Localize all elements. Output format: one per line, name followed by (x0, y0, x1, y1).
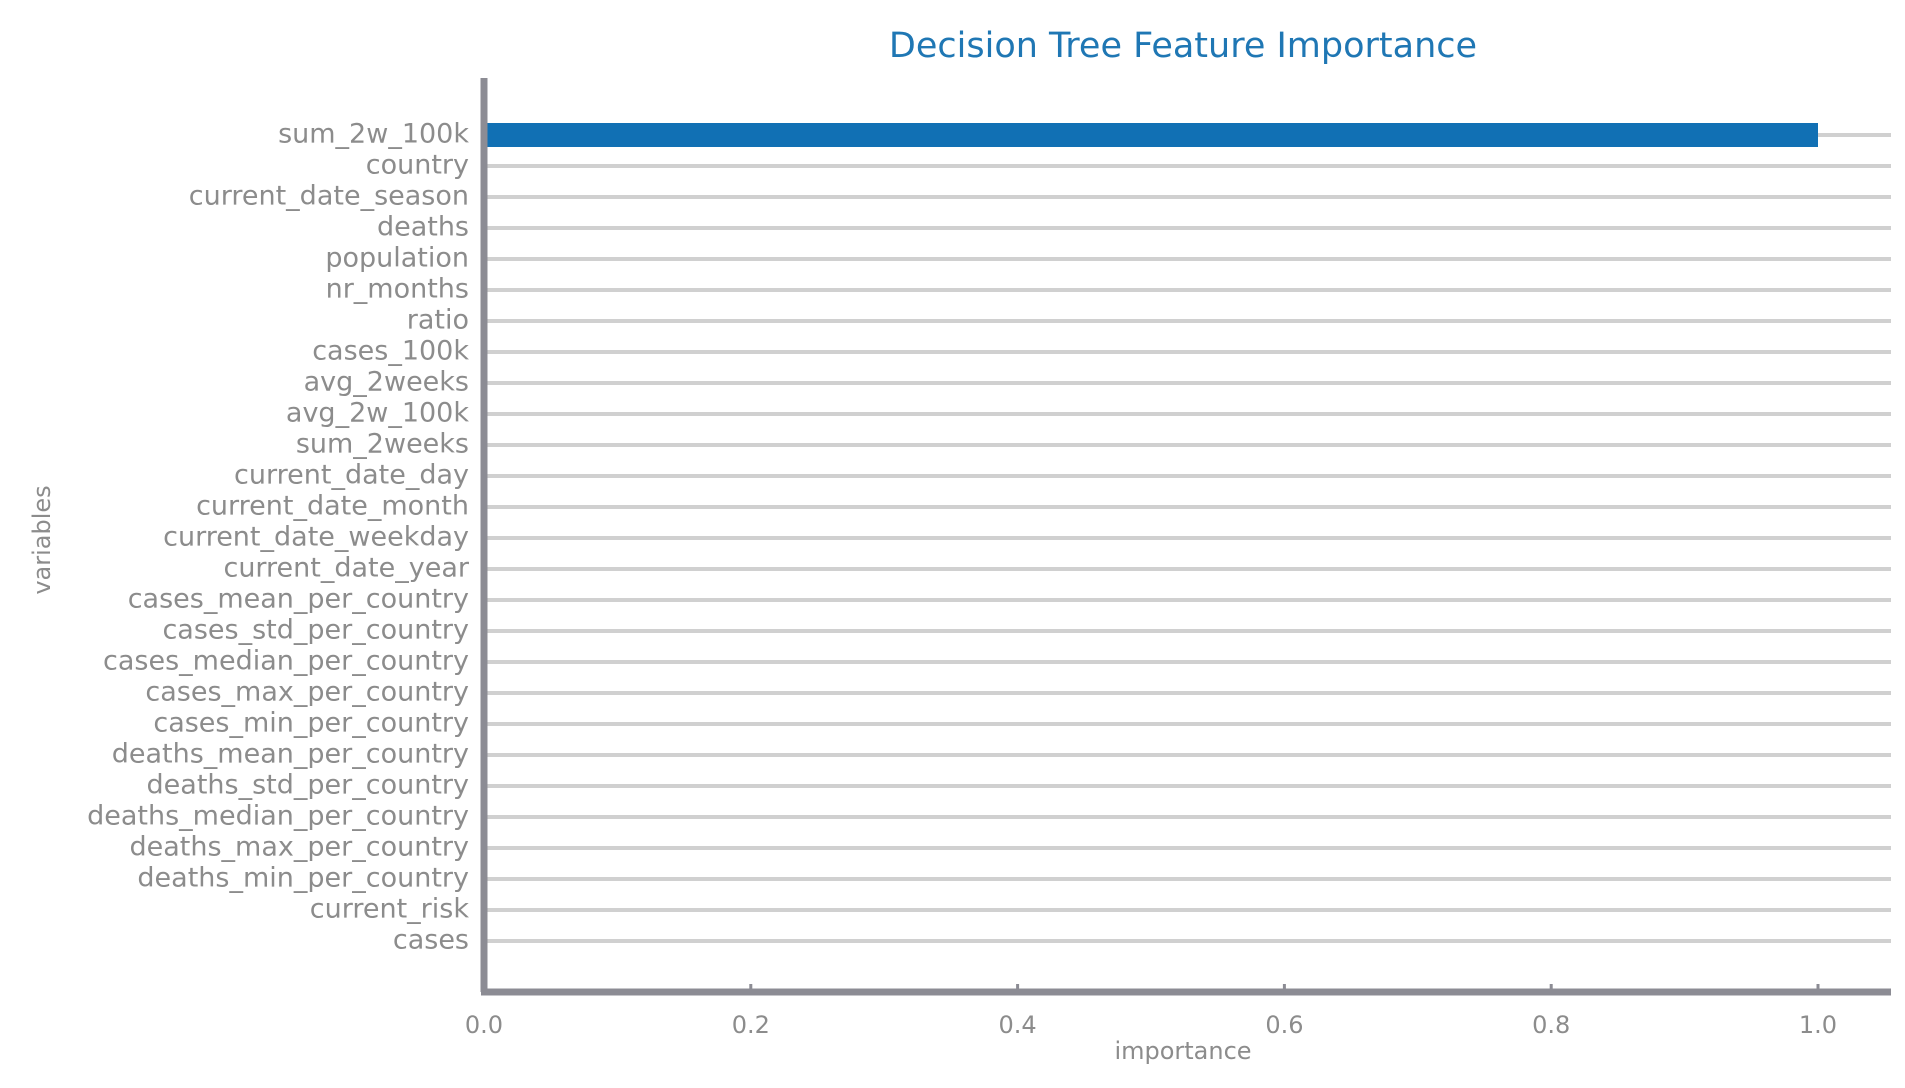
category-label: avg_2weeks (304, 367, 469, 398)
category-label: sum_2weeks (296, 429, 469, 460)
category-label: current_date_month (196, 491, 469, 522)
category-label: population (325, 243, 469, 274)
category-label: current_date_year (223, 553, 469, 584)
category-label: cases (393, 925, 469, 956)
category-label: cases_100k (312, 336, 469, 367)
category-label: cases_median_per_country (103, 646, 469, 677)
category-label: country (366, 150, 469, 181)
category-label: cases_std_per_country (162, 615, 469, 646)
x-tick-label: 0.2 (732, 1011, 770, 1039)
category-label: cases_max_per_country (145, 677, 469, 708)
category-label: deaths_std_per_country (147, 770, 469, 801)
x-tick-label: 0.0 (465, 1011, 503, 1039)
x-tick-label: 1.0 (1799, 1011, 1837, 1039)
bar-sum-2w-100k (484, 123, 1818, 147)
category-label: current_date_weekday (163, 522, 469, 553)
x-axis-title: importance (1114, 1037, 1251, 1065)
category-label: deaths_min_per_country (137, 863, 469, 894)
category-label: ratio (407, 305, 469, 336)
y-axis-title: variables (28, 485, 56, 594)
bars (484, 123, 1818, 147)
x-tick-labels: 0.0 0.2 0.4 0.6 0.8 1.0 (465, 1011, 1837, 1039)
category-label: deaths_max_per_country (130, 832, 470, 863)
x-tick-label: 0.6 (1265, 1011, 1303, 1039)
x-tick-label: 0.8 (1532, 1011, 1570, 1039)
grid-lines (484, 133, 1891, 943)
category-label: deaths_median_per_country (87, 801, 469, 832)
category-label: deaths (377, 212, 469, 243)
category-label: current_risk (310, 894, 470, 925)
category-label: nr_months (326, 274, 469, 305)
category-label: cases_min_per_country (153, 708, 469, 739)
category-label: current_date_day (234, 460, 469, 491)
category-label: cases_mean_per_country (128, 584, 469, 615)
axes (480, 78, 1891, 996)
category-label: deaths_mean_per_country (112, 739, 469, 770)
category-label: sum_2w_100k (278, 119, 469, 150)
x-tick-label: 0.4 (999, 1011, 1037, 1039)
chart-title: Decision Tree Feature Importance (889, 26, 1477, 66)
category-label: current_date_season (189, 181, 469, 212)
category-labels: sum_2w_100kcountrycurrent_date_seasondea… (87, 119, 470, 956)
category-label: avg_2w_100k (286, 398, 469, 429)
